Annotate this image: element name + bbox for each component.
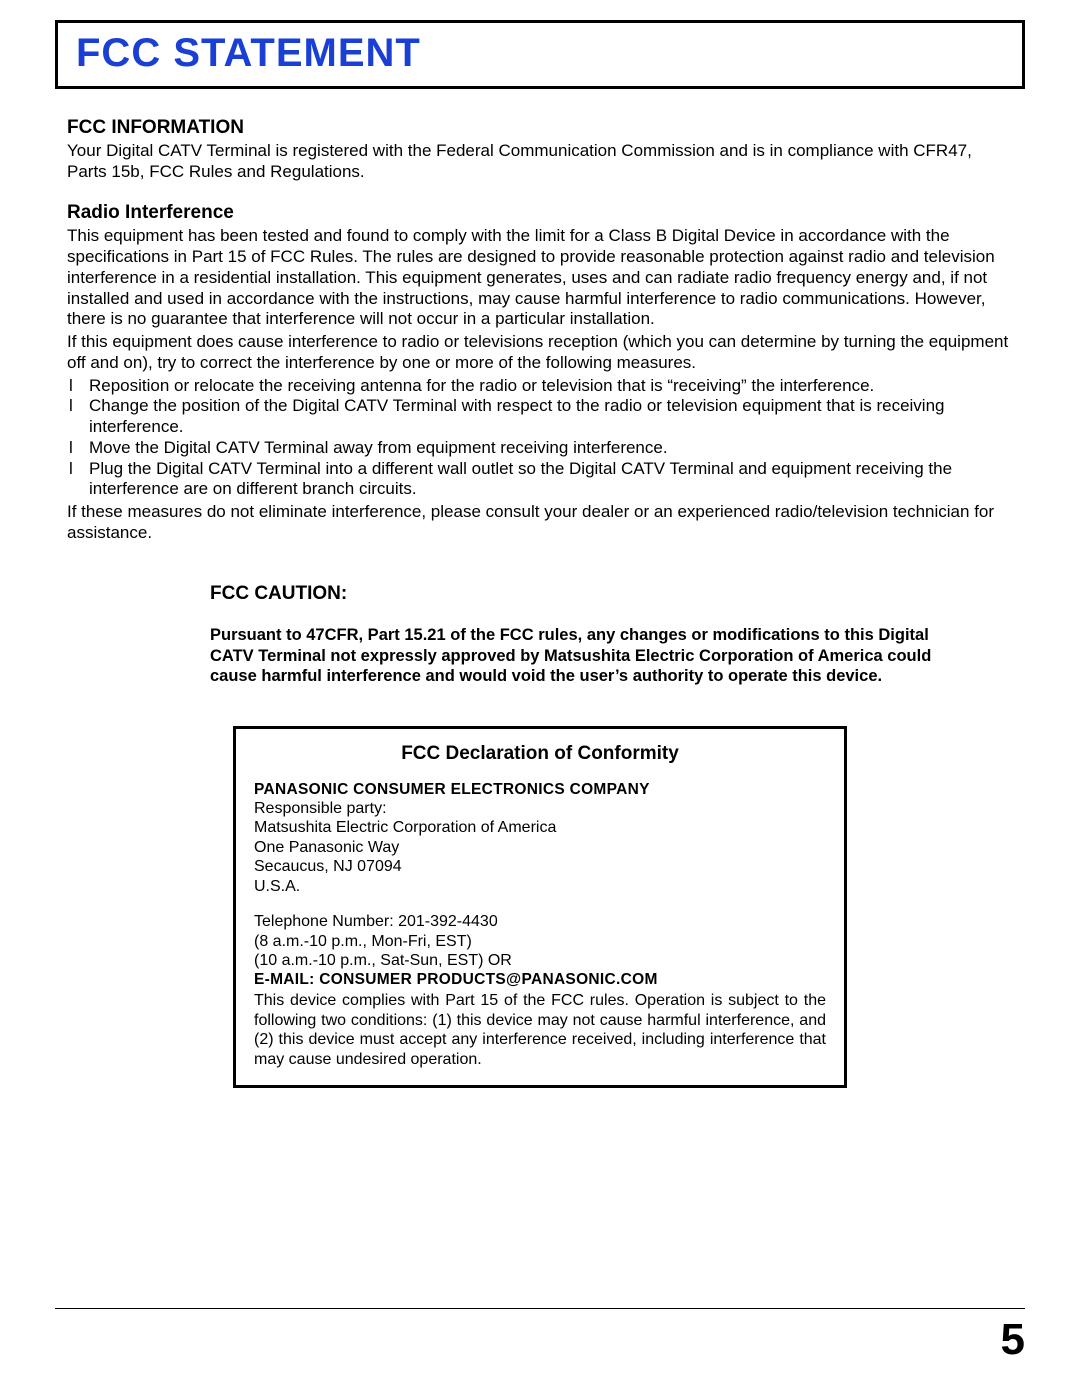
list-item: l Move the Digital CATV Terminal away fr… [67,438,1013,459]
fcc-info-body: Your Digital CATV Terminal is registered… [67,141,1013,182]
declaration-title: FCC Declaration of Conformity [254,743,826,765]
fcc-information-section: FCC INFORMATION Your Digital CATV Termin… [55,117,1025,182]
page-title: FCC STATEMENT [76,31,1004,76]
responsible-party-label: Responsible party: [254,799,826,819]
address-line-2: Secaucus, NJ 07094 [254,857,826,877]
page-number: 5 [55,1315,1025,1365]
bullet-icon: l [67,376,89,397]
radio-bullet-list: l Reposition or relocate the receiving a… [67,376,1013,500]
list-item: l Change the position of the Digital CAT… [67,396,1013,437]
compliance-text: This device complies with Part 15 of the… [254,991,826,1069]
radio-interference-section: Radio Interference This equipment has be… [55,202,1025,543]
declaration-company: PANASONIC CONSUMER ELECTRONICS COMPANY [254,781,826,799]
bullet-text: Change the position of the Digital CATV … [89,396,1013,437]
phone-number: Telephone Number: 201-392-4430 [254,912,826,932]
radio-body-1: This equipment has been tested and found… [67,226,1013,330]
email-line: E-MAIL: CONSUMER PRODUCTS@PANASONIC.COM [254,971,826,989]
bullet-icon: l [67,459,89,500]
radio-heading: Radio Interference [67,202,1013,224]
caution-body: Pursuant to 47CFR, Part 15.21 of the FCC… [210,625,935,685]
address-line-1: One Panasonic Way [254,838,826,858]
radio-body-2: If this equipment does cause interferenc… [67,332,1013,373]
footer-rule [55,1308,1025,1309]
bullet-icon: l [67,438,89,459]
declaration-box: FCC Declaration of Conformity PANASONIC … [233,726,847,1088]
bullet-text: Reposition or relocate the receiving ant… [89,376,1013,397]
hours-line-2: (10 a.m.-10 p.m., Sat-Sun, EST) OR [254,951,826,971]
caution-heading: FCC CAUTION: [210,583,935,605]
list-item: l Reposition or relocate the receiving a… [67,376,1013,397]
responsible-party-name: Matsushita Electric Corporation of Ameri… [254,818,826,838]
page-footer: 5 [55,1308,1025,1365]
hours-line-1: (8 a.m.-10 p.m., Mon-Fri, EST) [254,932,826,952]
bullet-icon: l [67,396,89,437]
bullet-text: Move the Digital CATV Terminal away from… [89,438,1013,459]
radio-body-3: If these measures do not eliminate inter… [67,502,1013,543]
title-box: FCC STATEMENT [55,20,1025,89]
address-line-3: U.S.A. [254,877,826,897]
fcc-info-heading: FCC INFORMATION [67,117,1013,139]
bullet-text: Plug the Digital CATV Terminal into a di… [89,459,1013,500]
list-item: l Plug the Digital CATV Terminal into a … [67,459,1013,500]
fcc-caution-section: FCC CAUTION: Pursuant to 47CFR, Part 15.… [210,583,935,685]
